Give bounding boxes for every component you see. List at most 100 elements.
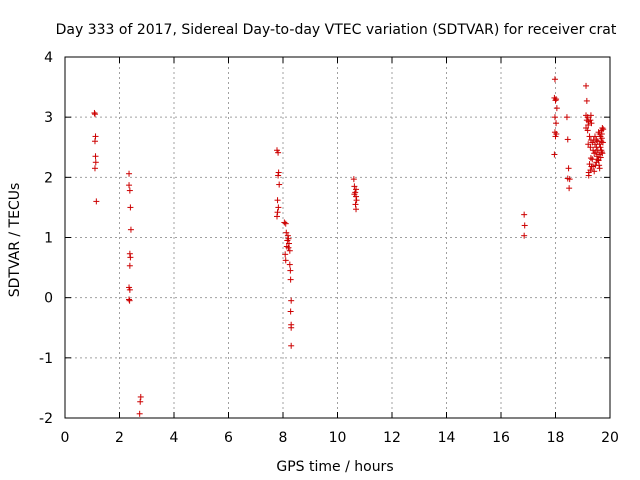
data-point xyxy=(585,141,592,148)
data-point xyxy=(553,120,560,127)
data-point xyxy=(352,201,359,208)
data-point xyxy=(127,226,134,233)
data-point xyxy=(91,109,98,116)
data-point xyxy=(552,97,559,104)
data-point xyxy=(126,262,133,269)
data-point xyxy=(591,168,598,175)
data-point xyxy=(566,176,573,183)
data-point xyxy=(587,144,594,151)
data-point xyxy=(281,219,288,226)
data-point xyxy=(586,133,593,140)
data-point xyxy=(599,124,606,131)
data-point xyxy=(589,156,596,163)
data-point xyxy=(551,76,558,83)
y-tick-label: 4 xyxy=(44,50,53,66)
data-point xyxy=(593,159,600,166)
data-point xyxy=(596,165,603,172)
data-point xyxy=(126,297,133,304)
data-point xyxy=(274,197,281,204)
data-point xyxy=(552,133,559,140)
x-tick-label: 16 xyxy=(492,430,510,446)
data-point xyxy=(136,410,143,417)
data-point xyxy=(91,138,98,145)
data-point xyxy=(596,151,603,158)
data-point xyxy=(593,137,600,144)
data-point xyxy=(566,185,573,192)
chart-title: Day 333 of 2017, Sidereal Day-to-day VTE… xyxy=(56,22,617,38)
data-point xyxy=(599,139,606,146)
x-tick-label: 6 xyxy=(224,430,233,446)
data-point xyxy=(282,220,289,227)
data-point xyxy=(597,144,604,151)
data-point xyxy=(282,257,289,264)
y-tick-label: 2 xyxy=(44,170,53,186)
data-point xyxy=(551,151,558,158)
data-point xyxy=(287,308,294,315)
y-tick-label: 0 xyxy=(44,291,53,307)
x-axis-label: GPS time / hours xyxy=(276,459,393,475)
x-tick-label: 20 xyxy=(601,430,619,446)
data-point xyxy=(287,267,294,274)
data-point xyxy=(353,186,360,193)
grid xyxy=(65,57,610,418)
data-point xyxy=(126,250,133,257)
y-tick-label: -2 xyxy=(39,411,53,427)
x-tick-label: 12 xyxy=(383,430,401,446)
data-point xyxy=(127,254,134,261)
x-tick-label: 14 xyxy=(438,430,456,446)
data-point xyxy=(583,97,590,104)
data-point xyxy=(596,141,603,148)
data-point xyxy=(285,244,292,251)
data-point xyxy=(521,211,528,218)
data-point xyxy=(276,181,283,188)
data-point xyxy=(521,222,528,229)
y-tick-label: -1 xyxy=(39,351,53,367)
data-point xyxy=(599,150,606,157)
data-point xyxy=(592,162,599,169)
x-tick-label: 4 xyxy=(170,430,179,446)
data-point xyxy=(288,342,295,349)
data-point xyxy=(92,153,99,160)
data-point xyxy=(584,114,591,121)
data-point xyxy=(350,176,357,183)
data-point xyxy=(587,112,594,119)
data-point xyxy=(553,105,560,112)
data-point xyxy=(584,127,591,134)
x-tick-label: 10 xyxy=(329,430,347,446)
data-point xyxy=(288,297,295,304)
data-points xyxy=(91,76,607,417)
data-point xyxy=(598,131,605,138)
data-point xyxy=(275,172,282,179)
data-point xyxy=(564,136,571,143)
data-point xyxy=(285,240,292,247)
data-point xyxy=(563,114,570,121)
data-point xyxy=(126,170,133,177)
x-tick-label: 0 xyxy=(61,430,70,446)
y-tick-label: 1 xyxy=(44,231,53,247)
data-point xyxy=(587,117,594,124)
data-point xyxy=(275,149,282,156)
data-point xyxy=(93,198,100,205)
data-point xyxy=(92,159,99,166)
data-point xyxy=(137,393,144,400)
data-point xyxy=(351,183,358,190)
data-point xyxy=(592,133,599,140)
data-point xyxy=(288,324,295,331)
data-point xyxy=(551,114,558,121)
data-point xyxy=(284,232,291,239)
data-point xyxy=(286,247,293,254)
data-point xyxy=(585,121,592,128)
data-point xyxy=(353,197,360,204)
data-point xyxy=(274,209,281,216)
y-tick-label: 3 xyxy=(44,110,53,126)
data-point xyxy=(282,251,289,258)
data-point xyxy=(353,193,360,200)
data-point xyxy=(597,154,604,161)
data-point xyxy=(353,206,360,213)
data-point xyxy=(126,296,133,303)
data-point xyxy=(92,133,99,140)
data-point xyxy=(91,165,98,172)
